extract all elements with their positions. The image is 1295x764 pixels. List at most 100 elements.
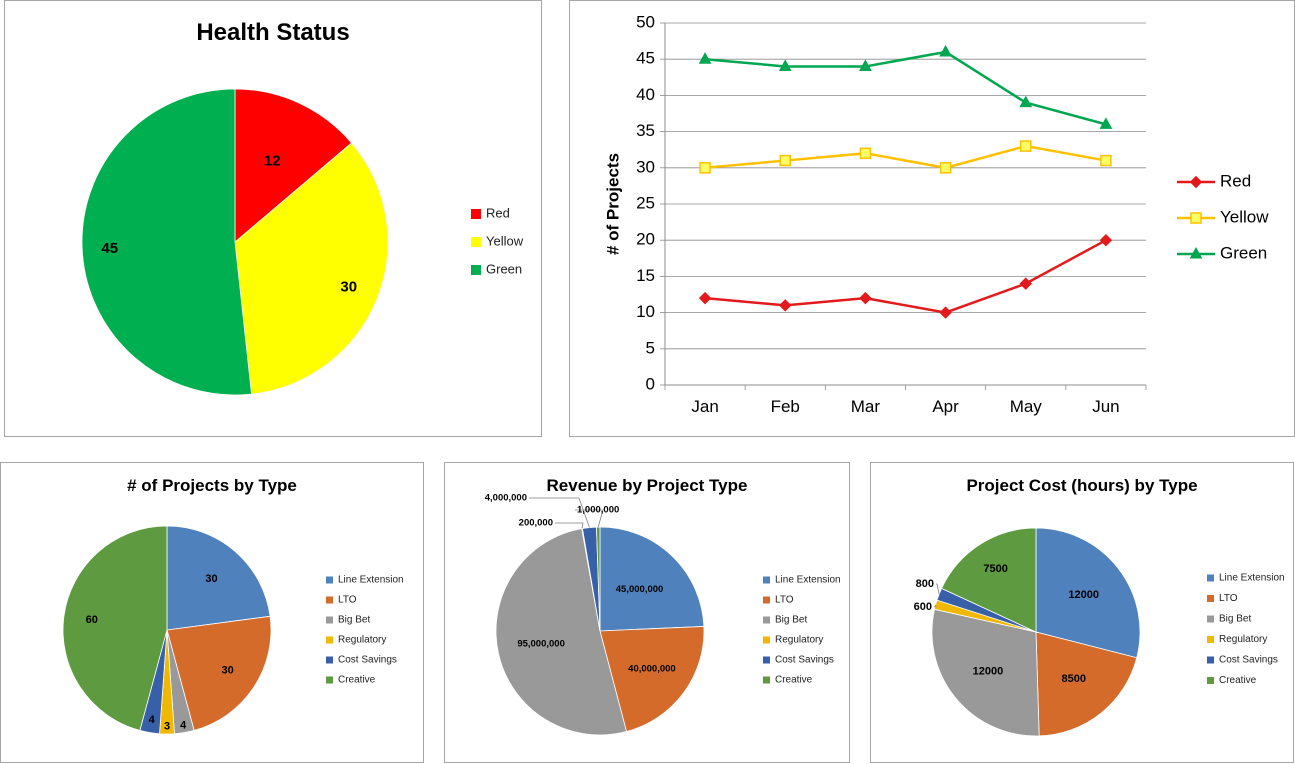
legend-label-big-bet: Big Bet: [338, 615, 370, 626]
pie-slice-creative: [62, 525, 168, 731]
data-label-line-extension: 45,000,000: [616, 584, 664, 595]
leader-line: [934, 604, 937, 608]
series-line-yellow: [704, 144, 1107, 170]
legend-label-cost-savings: Cost Savings: [775, 655, 834, 666]
legend-label-green: Green: [1220, 243, 1267, 262]
x-tick-label-may: May: [1010, 397, 1043, 416]
legend-swatch-regulatory: [763, 636, 770, 644]
y-tick-label: 45: [636, 49, 655, 68]
legend-label-regulatory: Regulatory: [1219, 634, 1267, 645]
projects-trend-chart: 0 5 10 15 20 25 30 35 40 45 50 Jan Feb Mar Apr May Jun # …: [569, 0, 1295, 437]
legend-swatch-cost-savings: [763, 656, 770, 664]
legend-label-creative: Creative: [775, 675, 813, 686]
legend-swatch-cost-savings: [1207, 656, 1214, 664]
legend-label-green: Green: [486, 261, 522, 276]
data-label-line-extension: 12000: [1068, 589, 1099, 601]
y-tick-label: 15: [636, 266, 655, 285]
leader-line: [936, 583, 940, 595]
legend-label-red: Red: [1220, 171, 1251, 190]
legend-swatch-big-bet: [1207, 615, 1214, 623]
data-point-red: [1019, 277, 1032, 290]
legend-swatch-cost-savings: [326, 656, 333, 664]
data-label-lto: 40,000,000: [628, 664, 676, 675]
chart-title: Project Cost (hours) by Type: [966, 476, 1198, 495]
data-point-yellow: [1100, 154, 1112, 167]
legend-swatch-regulatory: [326, 636, 333, 644]
data-point-green: [859, 59, 872, 71]
cost-by-type-pie: 12000 8500 12000 600 800 7500 Line Extension LT…: [914, 527, 1285, 737]
legend-swatch-regulatory: [1207, 636, 1214, 643]
health-status-pie: 12 30 45 Red Yellow Green: [81, 88, 524, 396]
leader-line: [529, 497, 590, 528]
legend-swatch-red: [471, 209, 481, 219]
x-tick-label-feb: Feb: [771, 397, 800, 416]
legend-swatch-line-extension: [763, 576, 770, 584]
legend-label-cost-savings: Cost Savings: [1219, 655, 1278, 666]
pie-slice-line-extension: [1035, 527, 1141, 659]
legend-swatch-lto: [1207, 595, 1214, 602]
legend-label-big-bet: Big Bet: [1219, 614, 1251, 625]
legend-marker-red: [1189, 175, 1203, 189]
x-tick-label-apr: Apr: [932, 397, 959, 416]
revenue-by-type-pie: 45,000,000 40,000,000 95,000,000 200,000 4,0…: [485, 493, 841, 736]
pie-slice-creative: [941, 527, 1037, 633]
x-tick-label-mar: Mar: [851, 397, 881, 416]
pie-slice-lto: [1035, 631, 1138, 737]
legend-swatch-creative: [326, 676, 333, 684]
legend-label-lto: LTO: [775, 595, 794, 606]
revenue-by-type-chart: Revenue by Project Type 45,000,000 40,000…: [444, 462, 850, 763]
legend-swatch-lto: [326, 596, 333, 604]
data-point-red: [698, 291, 712, 305]
data-point-yellow: [859, 147, 872, 160]
data-label-cost-savings: 4,000,000: [485, 493, 527, 504]
legend-label-yellow: Yellow: [1220, 207, 1269, 226]
legend-label-regulatory: Regulatory: [775, 635, 823, 646]
pie-slice-creative: [596, 526, 601, 632]
series-line-red: [704, 239, 1107, 314]
data-label-green: 45: [101, 240, 118, 257]
data-point-red: [859, 291, 872, 305]
data-point-red: [779, 299, 792, 312]
legend-swatch-line-extension: [1207, 574, 1214, 582]
legend-swatch-creative: [763, 676, 770, 684]
data-label-big-bet: 12000: [973, 666, 1004, 678]
legend-label-line-extension: Line Extension: [1219, 573, 1285, 584]
pie-slice-yellow: [234, 142, 389, 395]
projects-by-type-pie: 30 30 434 60 Line Extension LTO Big Bet Regulat…: [62, 525, 404, 735]
data-point-green: [1019, 95, 1033, 108]
legend-label-big-bet: Big Bet: [775, 615, 807, 626]
legend-label-cost-savings: Cost Savings: [338, 655, 397, 666]
data-label-yellow: 30: [340, 278, 357, 295]
health-status-chart: Health Status 12 30 45 Red Yellow Green: [4, 0, 542, 437]
data-label-regulatory: 200,000: [519, 518, 553, 529]
y-tick-label: 10: [636, 302, 655, 321]
data-label-cost-savings: 800: [916, 578, 934, 590]
legend-marker-green: [1189, 246, 1203, 259]
data-label-line-extension: 30: [205, 573, 217, 585]
data-label-big-bet: 4: [180, 719, 187, 731]
legend-label-yellow: Yellow: [486, 233, 524, 248]
legend-swatch-line-extension: [326, 576, 333, 584]
y-tick-label: 35: [636, 121, 655, 140]
data-point-yellow: [699, 162, 711, 174]
data-label-red: 12: [264, 152, 281, 169]
data-label-cost-savings: 4: [149, 714, 156, 726]
data-point-red: [939, 306, 952, 319]
data-point-green: [698, 52, 712, 64]
data-point-yellow: [939, 162, 952, 174]
pie-slice-line-extension: [166, 525, 271, 631]
leader-line: [575, 509, 604, 528]
pie-slice-lto: [599, 625, 705, 733]
data-label-lto: 8500: [1061, 673, 1085, 685]
series-line-green: [704, 50, 1107, 126]
legend-label-red: Red: [486, 205, 510, 220]
data-point-green: [778, 59, 792, 71]
projects-by-type-chart: # of Projects by Type 30 30 4 3 4 60 Line Exte…: [0, 462, 424, 763]
y-tick-label: 50: [636, 12, 655, 31]
legend-label-creative: Creative: [338, 675, 376, 686]
y-axis-label: # of Projects: [603, 153, 622, 255]
legend-swatch-creative: [1207, 677, 1214, 684]
legend-label-line-extension: Line Extension: [775, 575, 841, 586]
legend-swatch-lto: [763, 596, 770, 604]
data-point-red: [1099, 233, 1113, 247]
